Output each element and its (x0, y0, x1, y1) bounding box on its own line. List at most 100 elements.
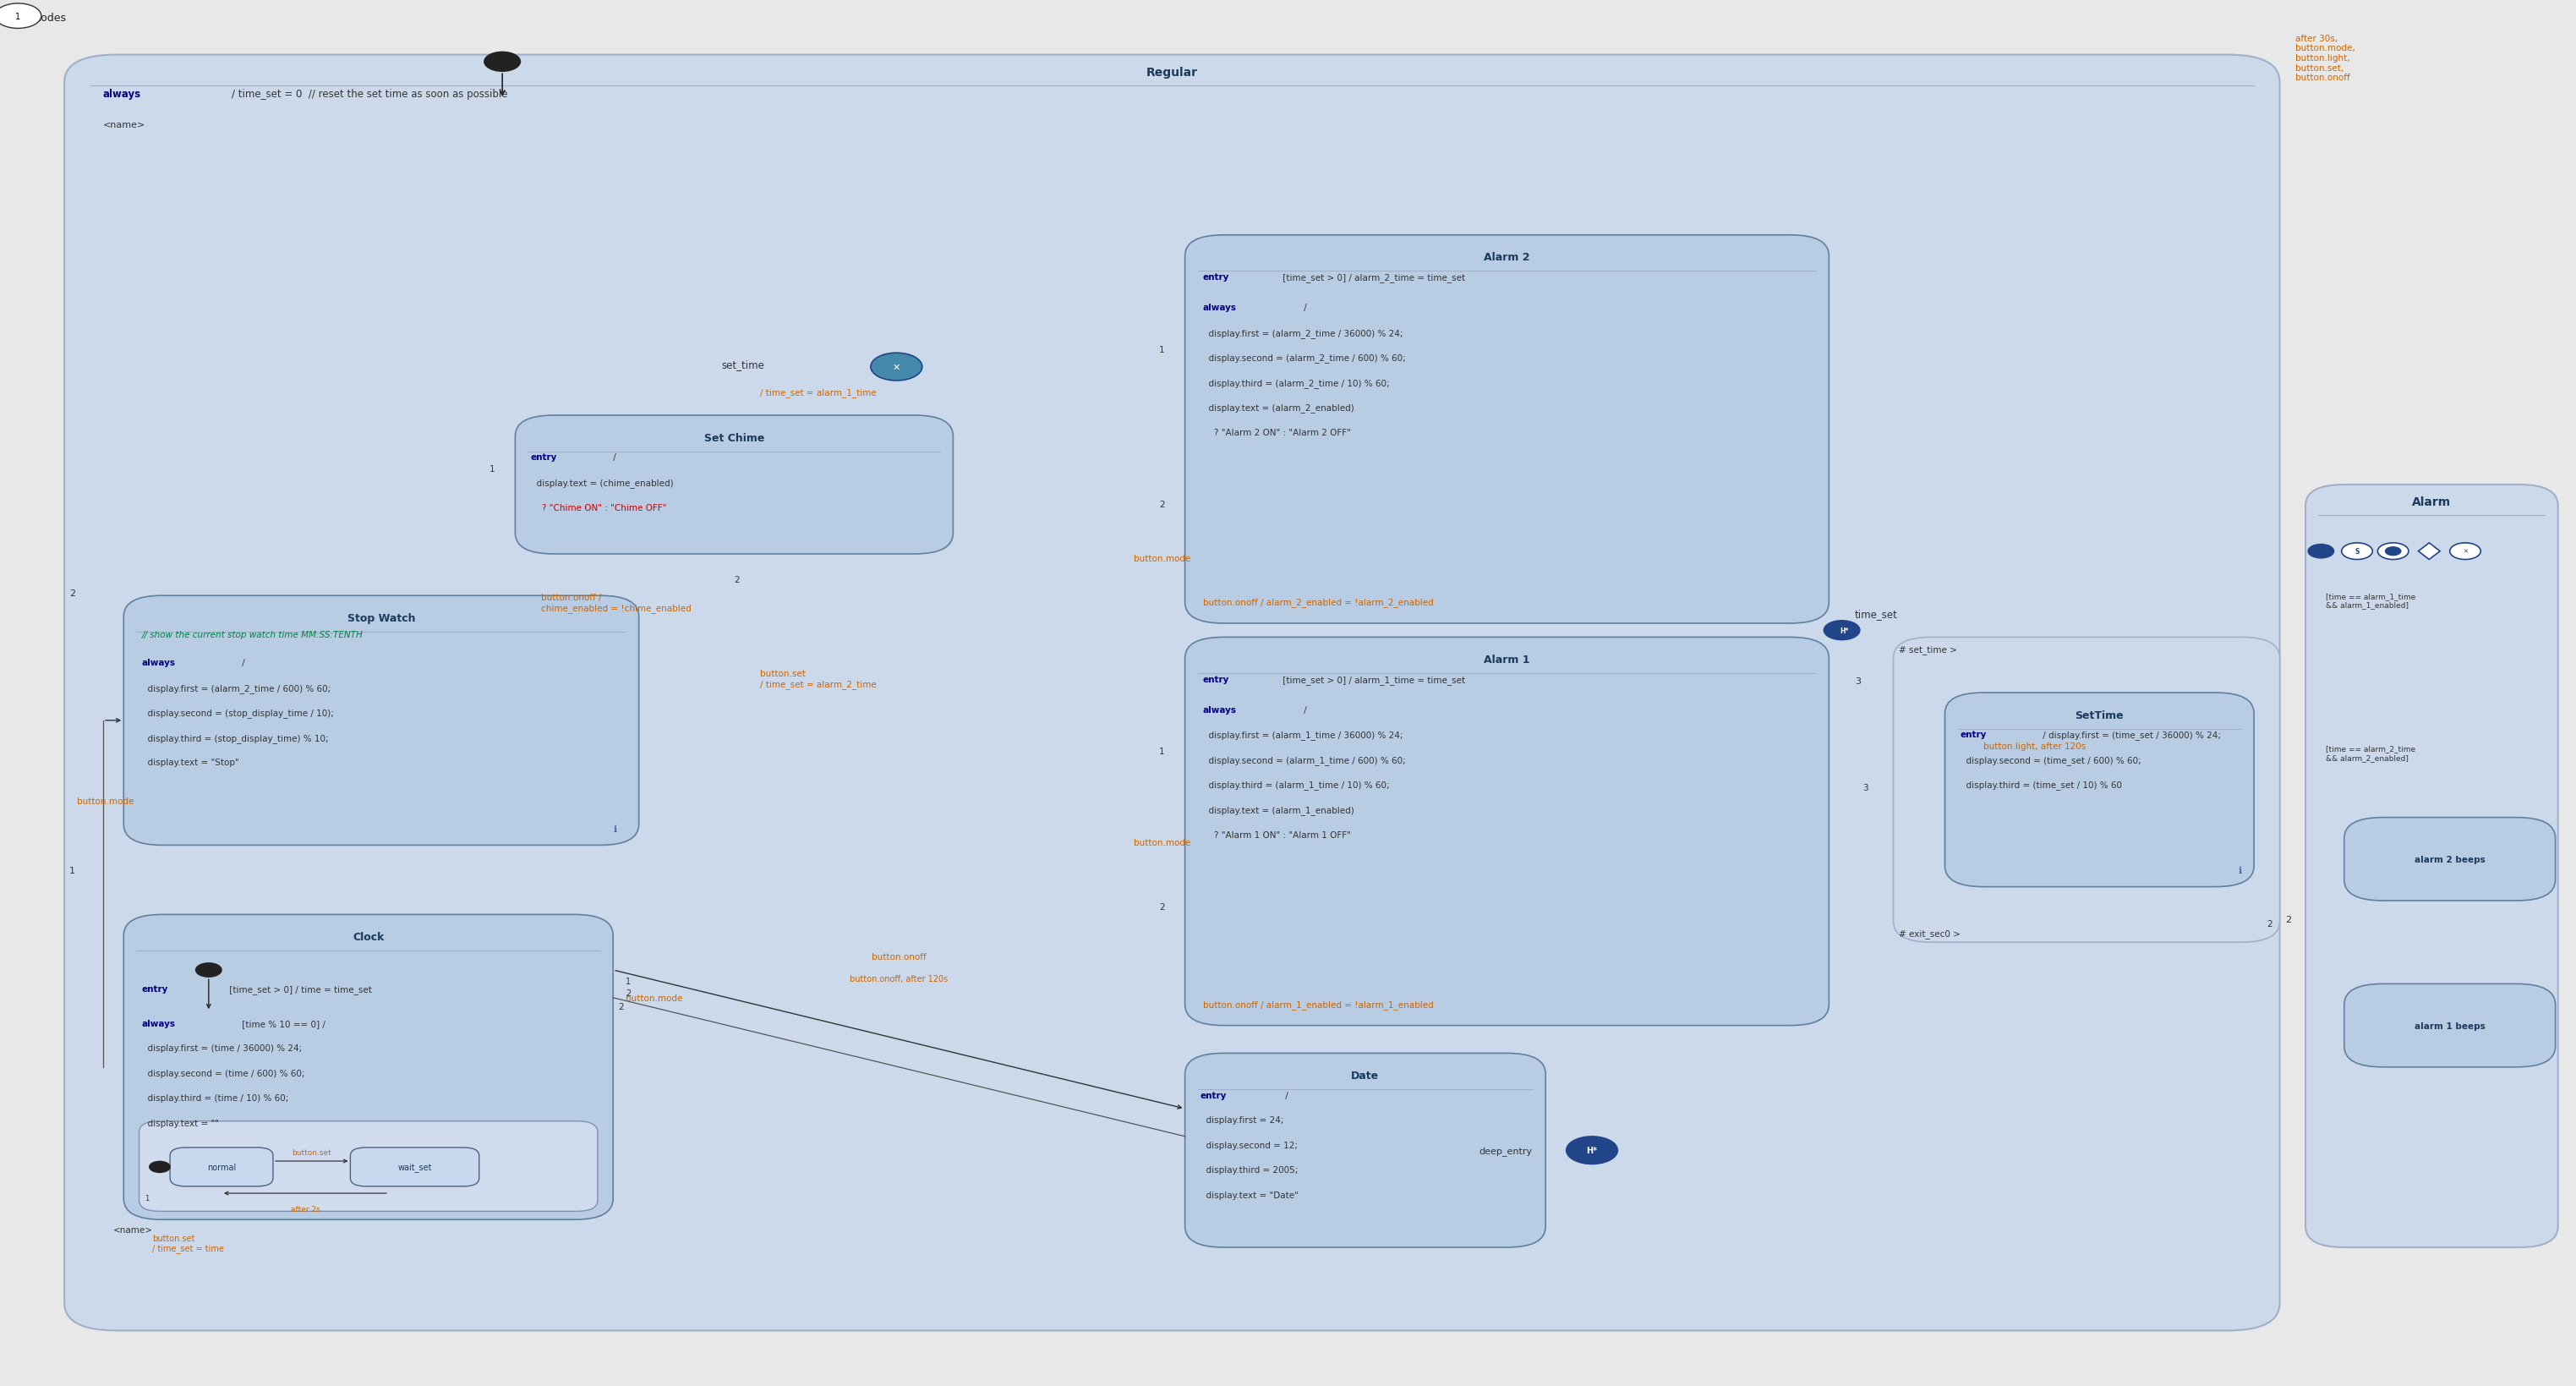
Text: display.first = (alarm_2_time / 600) % 60;: display.first = (alarm_2_time / 600) % 6… (142, 683, 330, 693)
Text: 1: 1 (626, 977, 631, 985)
Text: button.light, after 120s: button.light, after 120s (1984, 742, 2087, 750)
Text: button.mode: button.mode (1133, 839, 1190, 847)
Text: ℹ: ℹ (2239, 866, 2241, 875)
Text: ℹ: ℹ (613, 825, 616, 833)
Circle shape (871, 353, 922, 381)
Text: / time_set = 0  // reset the set time as soon as possible: / time_set = 0 // reset the set time as … (232, 89, 507, 100)
Text: display.second = (alarm_1_time / 600) % 60;: display.second = (alarm_1_time / 600) % … (1203, 755, 1406, 765)
Circle shape (1566, 1137, 1618, 1164)
Text: button.set: button.set (291, 1149, 332, 1156)
Circle shape (2308, 545, 2334, 559)
Text: ? "Alarm 2 ON" : "Alarm 2 OFF": ? "Alarm 2 ON" : "Alarm 2 OFF" (1203, 428, 1350, 437)
Text: ✕: ✕ (2463, 549, 2468, 554)
Text: # set_time >: # set_time > (1899, 644, 1958, 654)
Text: 2: 2 (2267, 919, 2272, 927)
Text: <name>: <name> (103, 121, 144, 129)
Text: [time % 10 == 0] /: [time % 10 == 0] / (240, 1019, 325, 1027)
Text: ✕: ✕ (891, 363, 902, 371)
Text: /: / (240, 658, 245, 667)
Text: modes: modes (31, 12, 67, 24)
Text: [time == alarm_1_time
&& alarm_1_enabled]: [time == alarm_1_time && alarm_1_enabled… (2326, 592, 2416, 608)
Text: display.first = (alarm_2_time / 36000) % 24;: display.first = (alarm_2_time / 36000) %… (1203, 328, 1404, 338)
Text: [time_set > 0] / alarm_2_time = time_set: [time_set > 0] / alarm_2_time = time_set (1280, 273, 1466, 283)
Text: 2: 2 (618, 1002, 623, 1010)
Text: # exit_sec0 >: # exit_sec0 > (1899, 929, 1960, 938)
Text: 2: 2 (70, 589, 75, 597)
Polygon shape (2419, 543, 2439, 560)
Text: display.text = "Date": display.text = "Date" (1200, 1191, 1298, 1199)
Text: set_time: set_time (721, 359, 765, 370)
Circle shape (2378, 543, 2409, 560)
Text: entry: entry (1203, 273, 1229, 281)
Text: display.third = (alarm_2_time / 10) % 60;: display.third = (alarm_2_time / 10) % 60… (1203, 378, 1388, 388)
Text: <name>: <name> (113, 1225, 152, 1234)
Text: alarm 2 beeps: alarm 2 beeps (2414, 855, 2486, 863)
Text: button.mode: button.mode (77, 797, 134, 805)
Text: display.second = (time_set / 600) % 60;: display.second = (time_set / 600) % 60; (1960, 755, 2141, 765)
FancyBboxPatch shape (1185, 1053, 1546, 1247)
FancyBboxPatch shape (1185, 638, 1829, 1026)
Text: display.third = 2005;: display.third = 2005; (1200, 1166, 1298, 1174)
Text: button.mode: button.mode (1133, 554, 1190, 563)
Text: Alarm: Alarm (2411, 496, 2452, 509)
Text: always: always (142, 1019, 175, 1027)
Text: / display.first = (time_set / 36000) % 24;: / display.first = (time_set / 36000) % 2… (2040, 730, 2221, 740)
Text: display.first = (time / 36000) % 24;: display.first = (time / 36000) % 24; (142, 1044, 301, 1052)
Text: 1: 1 (489, 464, 495, 473)
Text: display.second = (stop_display_time / 10);: display.second = (stop_display_time / 10… (142, 708, 332, 718)
Text: wait_set: wait_set (397, 1163, 433, 1171)
Text: 2: 2 (626, 988, 631, 997)
Text: button.onoff / alarm_1_enabled = !alarm_1_enabled: button.onoff / alarm_1_enabled = !alarm_… (1203, 999, 1435, 1009)
Circle shape (1824, 621, 1860, 640)
Text: display.third = (time / 10) % 60;: display.third = (time / 10) % 60; (142, 1094, 289, 1102)
Text: display.third = (stop_display_time) % 10;: display.third = (stop_display_time) % 10… (142, 733, 327, 743)
Text: H*: H* (1839, 626, 1850, 635)
Text: button.set
/ time_set = alarm_2_time: button.set / time_set = alarm_2_time (760, 669, 876, 689)
FancyBboxPatch shape (2344, 984, 2555, 1067)
Text: H*: H* (1587, 1146, 1597, 1155)
Text: 3: 3 (1862, 783, 1868, 791)
FancyBboxPatch shape (170, 1148, 273, 1186)
Text: Set Chime: Set Chime (703, 432, 765, 444)
Text: display.text = (alarm_1_enabled): display.text = (alarm_1_enabled) (1203, 805, 1355, 815)
FancyBboxPatch shape (124, 596, 639, 845)
Text: button.onoff: button.onoff (871, 952, 927, 960)
FancyBboxPatch shape (1893, 638, 2280, 942)
Text: display.first = 24;: display.first = 24; (1200, 1116, 1283, 1124)
Text: alarm 1 beeps: alarm 1 beeps (2414, 1021, 2486, 1030)
Circle shape (2450, 543, 2481, 560)
Text: button.mode: button.mode (626, 994, 683, 1002)
Text: [time_set > 0] / time = time_set: [time_set > 0] / time = time_set (227, 984, 371, 994)
Text: entry: entry (1203, 675, 1229, 683)
FancyBboxPatch shape (64, 55, 2280, 1331)
Text: display.first = (alarm_1_time / 36000) % 24;: display.first = (alarm_1_time / 36000) %… (1203, 730, 1404, 740)
FancyBboxPatch shape (350, 1148, 479, 1186)
Text: 1: 1 (70, 866, 75, 875)
Text: // show the current stop watch time MM:SS:TENTH: // show the current stop watch time MM:S… (142, 631, 363, 639)
Text: normal: normal (206, 1163, 237, 1171)
Text: deep_entry: deep_entry (1479, 1146, 1533, 1155)
Text: display.second = 12;: display.second = 12; (1200, 1141, 1298, 1149)
Text: time_set: time_set (1855, 608, 1899, 620)
Text: display.text = "Stop": display.text = "Stop" (142, 758, 240, 766)
Text: 2: 2 (2285, 915, 2290, 923)
Text: display.text = "": display.text = "" (142, 1119, 219, 1127)
Text: display.text = (alarm_2_enabled): display.text = (alarm_2_enabled) (1203, 403, 1355, 413)
Circle shape (2385, 547, 2401, 556)
Text: 2: 2 (734, 575, 739, 584)
Text: always: always (142, 658, 175, 667)
Text: / time_set = alarm_1_time: / time_set = alarm_1_time (760, 388, 876, 398)
FancyBboxPatch shape (139, 1121, 598, 1211)
Text: button.onoff, after 120s: button.onoff, after 120s (850, 974, 948, 983)
Text: 1: 1 (144, 1195, 149, 1202)
FancyBboxPatch shape (1185, 236, 1829, 624)
Text: display.second = (time / 600) % 60;: display.second = (time / 600) % 60; (142, 1069, 304, 1077)
Text: [time_set > 0] / alarm_1_time = time_set: [time_set > 0] / alarm_1_time = time_set (1280, 675, 1466, 685)
Text: display.third = (time_set / 10) % 60: display.third = (time_set / 10) % 60 (1960, 780, 2123, 790)
Text: Alarm 1: Alarm 1 (1484, 654, 1530, 665)
Circle shape (0, 4, 41, 29)
FancyBboxPatch shape (124, 915, 613, 1220)
Text: always: always (1203, 705, 1236, 714)
Text: 2: 2 (1159, 902, 1164, 911)
Text: entry: entry (1200, 1091, 1226, 1099)
